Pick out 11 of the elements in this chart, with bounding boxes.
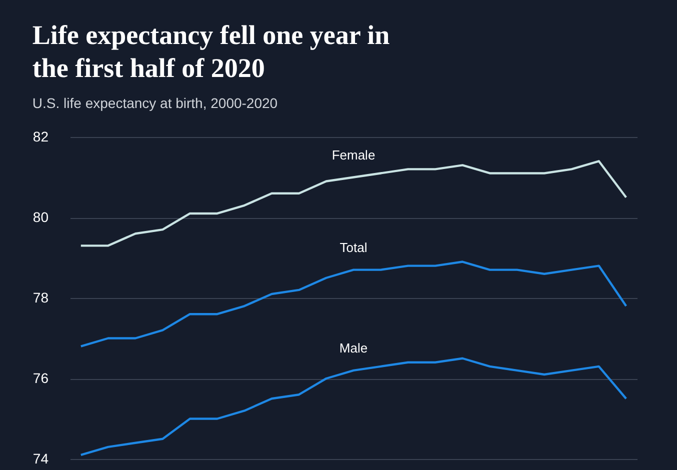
series-label: Male xyxy=(339,340,368,356)
y-tick-label: 82 xyxy=(32,128,49,144)
chart-subtitle: U.S. life expectancy at birth, 2000-2020 xyxy=(32,95,278,111)
y-tick-label: 76 xyxy=(32,370,49,386)
chart-title: Life expectancy fell one year in the first half of 2020 xyxy=(32,20,390,83)
line-series xyxy=(80,357,628,456)
y-tick-label: 74 xyxy=(32,450,49,466)
series-label: Female xyxy=(332,147,376,162)
y-tick-label: 78 xyxy=(32,290,49,306)
series-label: Total xyxy=(340,240,368,255)
y-tick-label: 80 xyxy=(32,209,49,225)
